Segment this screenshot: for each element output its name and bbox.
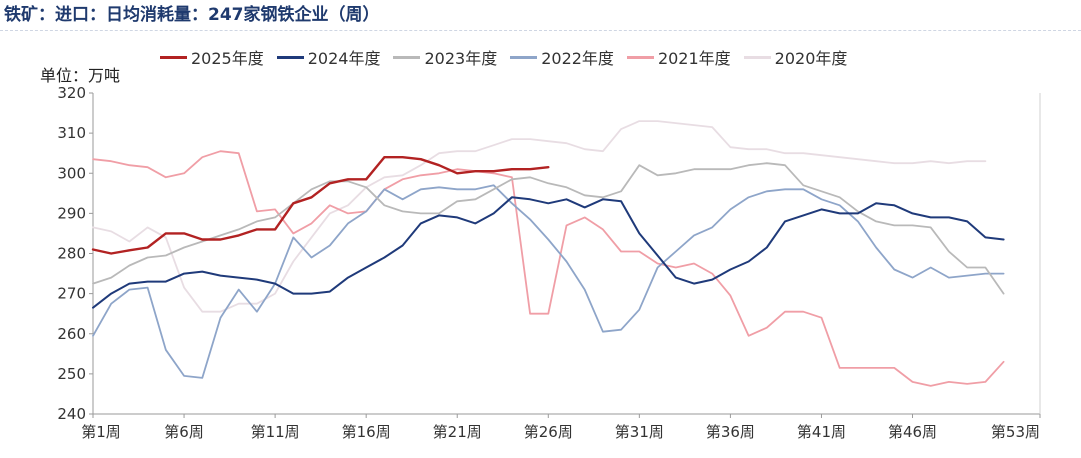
x-tick-label: 第46周 [888, 423, 937, 441]
legend-label: 2024年度 [307, 49, 381, 68]
legend-item: 2020年度 [743, 45, 848, 69]
series-line-2024年度 [92, 196, 1005, 309]
legend-swatch [510, 55, 538, 59]
legend-item: 2025年度 [160, 45, 264, 69]
x-tick-label: 第53周 [991, 423, 1040, 441]
x-tick-label: 第41周 [797, 423, 846, 441]
y-tick-label: 310 [57, 124, 86, 142]
x-tick-label: 第11周 [251, 423, 300, 441]
legend-item: 2023年度 [393, 45, 497, 69]
series-line-2025年度 [91, 156, 550, 255]
legend-swatch [626, 55, 654, 59]
series-line-2023年度 [92, 162, 1005, 295]
y-tick-label: 260 [57, 325, 86, 343]
y-tick-label: 290 [57, 204, 86, 222]
y-tick-label: 280 [57, 245, 86, 263]
y-tick-label: 270 [57, 285, 86, 303]
chart-legend: 2025年度 2024年度 2023年度 2022年度 2021年度 2020年度 [160, 44, 860, 70]
series-line-2020年度 [92, 120, 987, 313]
x-tick-label: 第1周 [81, 423, 121, 441]
x-tick-label: 第16周 [342, 423, 391, 441]
y-tick-label: 300 [57, 164, 86, 182]
y-tick-label: 320 [57, 84, 86, 102]
legend-swatch [393, 55, 421, 59]
series-line-2022年度 [92, 184, 1005, 379]
y-tick-label: 250 [57, 365, 86, 383]
legend-swatch [276, 55, 304, 59]
legend-item: 2022年度 [510, 45, 614, 69]
title-divider [0, 30, 1081, 31]
x-tick-label: 第21周 [433, 423, 482, 441]
legend-label: 2021年度 [657, 49, 731, 68]
legend-swatch [743, 55, 771, 59]
x-tick-label: 第36周 [706, 423, 755, 441]
legend-label: 2022年度 [541, 49, 614, 68]
legend-label: 2020年度 [774, 49, 848, 68]
x-tick-label: 第26周 [524, 423, 573, 441]
legend-swatch [160, 55, 187, 59]
y-tick-label: 240 [57, 405, 86, 423]
x-tick-label: 第31周 [615, 423, 664, 441]
legend-label: 2025年度 [191, 49, 264, 68]
legend-label: 2023年度 [424, 49, 498, 68]
chart-title: 铁矿：进口：日均消耗量：247家钢铁企业（周） [4, 5, 380, 25]
legend-item: 2021年度 [626, 45, 731, 69]
legend-item: 2024年度 [276, 45, 381, 69]
unit-label: 单位：万吨 [40, 66, 121, 85]
x-tick-label: 第6周 [164, 423, 204, 441]
series-line-2021年度 [92, 150, 1005, 387]
